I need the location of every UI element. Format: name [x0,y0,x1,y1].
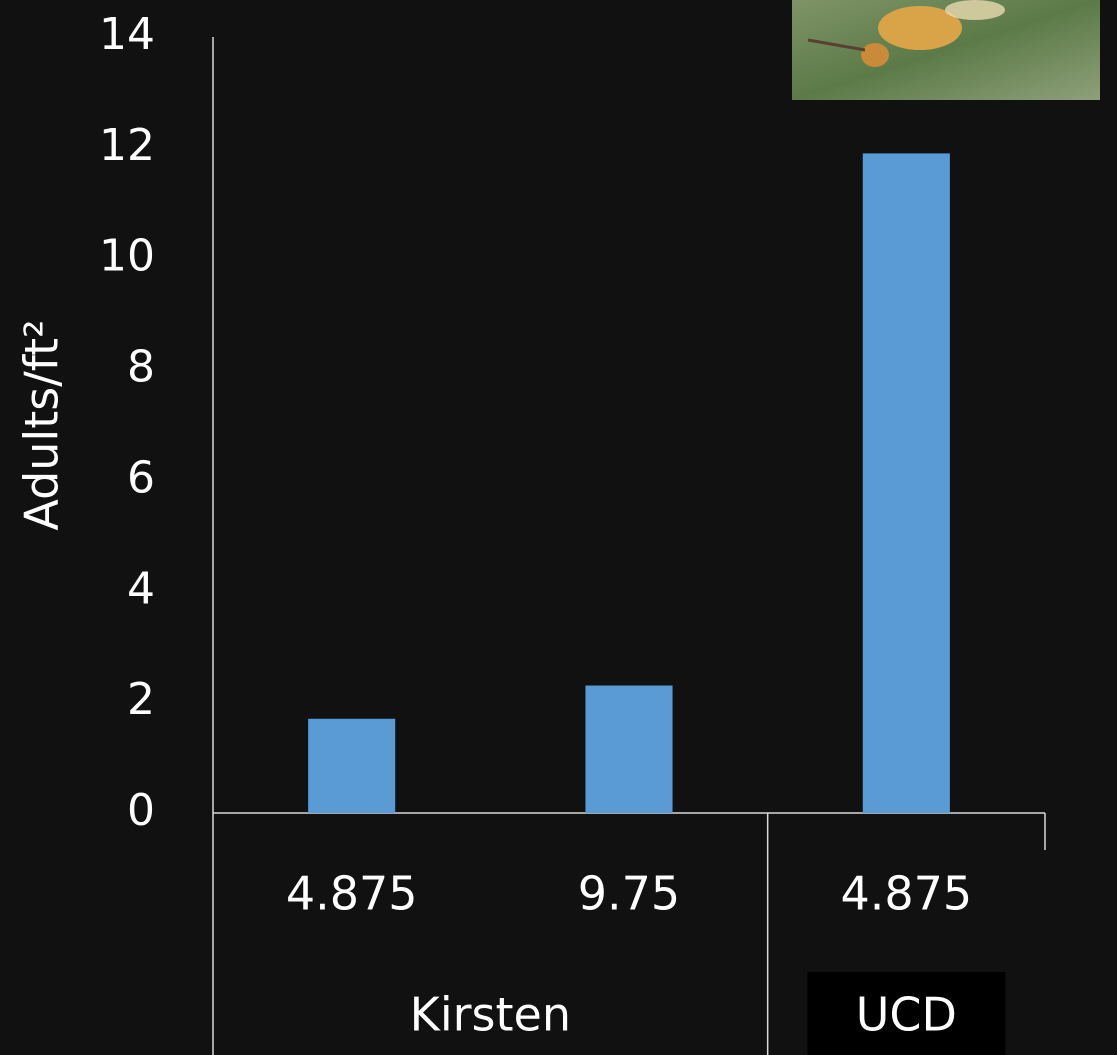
x-tick-label: 4.875 [840,867,972,921]
y-tick-label: 6 [127,452,155,503]
y-tick-label: 0 [127,785,155,836]
y-tick-label: 14 [99,9,155,60]
bar [585,685,673,813]
x-tick-label: 4.875 [286,867,418,921]
group-label: Kirsten [410,988,571,1042]
y-tick-label: 4 [127,563,155,614]
y-tick-label: 12 [99,120,155,171]
y-tick-label: 2 [127,674,155,725]
x-tick-label: 9.75 [578,867,680,921]
photo-insect-head [861,43,889,67]
group-label: UCD [856,988,957,1042]
bar [308,718,396,813]
photo-insect-body [878,6,962,50]
insect-photo [792,0,1100,100]
group-label-box [807,972,1006,1055]
y-tick-label: 8 [127,342,155,393]
photo-insect-wing [945,0,1005,20]
photo-insect-antenna [807,38,866,52]
y-tick-label: 10 [99,231,155,282]
bar [862,153,950,813]
y-axis-label: Adults/ft² [15,319,69,530]
